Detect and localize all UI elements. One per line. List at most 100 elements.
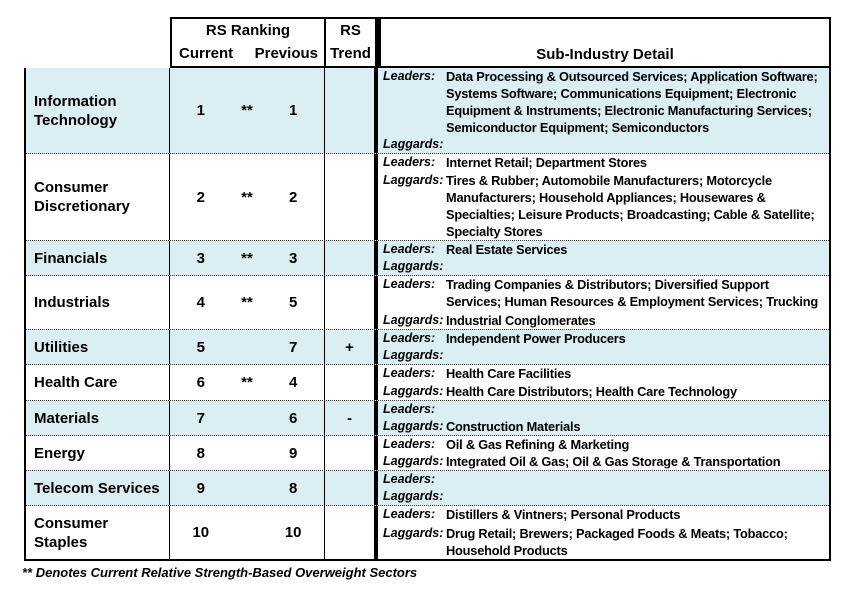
- rs-ranking-title: RS Ranking: [205, 22, 291, 39]
- current-rank: 5: [196, 338, 205, 356]
- table-row: Utilities 5 7 + Leaders: Independent Pow…: [26, 330, 829, 365]
- sector-name: Telecom Services: [26, 471, 170, 505]
- previous-rank: 4: [289, 374, 298, 391]
- leaders-block: Leaders:: [378, 401, 827, 418]
- laggards-label: Laggards:: [383, 489, 444, 503]
- rank-cell: 2 ** 2: [170, 154, 325, 240]
- footnote: ** Denotes Current Relative Strength-Bas…: [22, 565, 418, 580]
- rank-cell: 3 ** 3: [170, 241, 325, 275]
- sub-industry-cell: Leaders: Laggards: Construction Material…: [375, 401, 829, 435]
- header-empty-cell: [24, 17, 170, 68]
- laggards-block: Laggards:: [378, 347, 827, 364]
- sub-industry-cell: Leaders: Laggards:: [375, 471, 829, 505]
- table-row: Telecom Services 9 8 Leaders: Laggards:: [26, 471, 829, 506]
- rank-cell: 7 6: [170, 401, 325, 435]
- overweight-marker: **: [241, 249, 253, 267]
- table-row: Consumer Staples 10 10 Leaders: Distille…: [26, 506, 829, 559]
- laggards-list: Construction Materials: [446, 419, 581, 434]
- sector-name: Consumer Staples: [26, 506, 170, 559]
- laggards-label: Laggards:: [383, 384, 444, 398]
- previous-rank: 8: [289, 479, 298, 497]
- leaders-block: Leaders: Health Care Facilities: [378, 365, 827, 382]
- table-row: Information Technology 1 ** 1 Leaders: D…: [26, 68, 829, 154]
- rank-cell: 5 7: [170, 330, 325, 364]
- laggards-block: Laggards: Drug Retail; Brewers; Packaged…: [378, 525, 827, 559]
- current-rank: 2: [196, 188, 205, 206]
- leaders-block: Leaders: Independent Power Producers: [378, 330, 827, 347]
- leaders-label: Leaders:: [383, 366, 436, 380]
- leaders-block: Leaders:: [378, 471, 827, 488]
- leaders-list: Health Care Facilities: [446, 366, 572, 381]
- laggards-label: Laggards:: [383, 348, 444, 362]
- sub-industry-cell: Leaders: Data Processing & Outsourced Se…: [375, 68, 829, 153]
- sector-name: Energy: [26, 436, 170, 470]
- previous-rank: 5: [289, 294, 298, 311]
- table-row: Energy 8 9 Leaders: Oil & Gas Refining &…: [26, 436, 829, 471]
- rs-trend-line2: Trend: [330, 45, 371, 62]
- laggards-block: Laggards:: [378, 136, 827, 153]
- leaders-block: Leaders: Real Estate Services: [378, 241, 827, 258]
- leaders-list: Data Processing & Outsourced Services; A…: [446, 69, 818, 135]
- rank-cell: 6 ** 4: [170, 365, 325, 400]
- overweight-marker: **: [241, 102, 253, 119]
- leaders-label: Leaders:: [383, 69, 436, 83]
- leaders-list: Independent Power Producers: [446, 331, 626, 346]
- laggards-block: Laggards: Industrial Conglomerates: [378, 312, 827, 329]
- current-rank: 9: [196, 479, 205, 497]
- table-row: Industrials 4 ** 5 Leaders: Trading Comp…: [26, 276, 829, 330]
- trend-value: [325, 365, 375, 400]
- table-row: Financials 3 ** 3 Leaders: Real Estate S…: [26, 241, 829, 276]
- previous-rank: 3: [289, 249, 298, 267]
- previous-rank: 1: [289, 102, 298, 119]
- laggards-block: Laggards:: [378, 258, 827, 275]
- rank-cell: 9 8: [170, 471, 325, 505]
- leaders-block: Leaders: Trading Companies & Distributor…: [378, 276, 827, 310]
- current-rank: 6: [196, 374, 205, 391]
- sector-name: Industrials: [26, 276, 170, 329]
- trend-value: [325, 154, 375, 240]
- trend-value: [325, 68, 375, 153]
- rs-trend-line1: RS: [340, 22, 361, 39]
- header-rs-ranking: RS Ranking Current Previous: [170, 17, 326, 68]
- laggards-list: [446, 258, 827, 275]
- overweight-marker: **: [241, 374, 253, 391]
- sub-industry-detail-title: Sub-Industry Detail: [536, 46, 674, 63]
- leaders-block: Leaders: Distillers & Vintners; Personal…: [378, 506, 827, 523]
- table-header: RS Ranking Current Previous RS Trend Sub…: [24, 17, 831, 68]
- leaders-label: Leaders:: [383, 331, 436, 345]
- trend-value: [325, 436, 375, 470]
- leaders-list: Distillers & Vintners; Personal Products: [446, 507, 681, 522]
- leaders-label: Leaders:: [383, 277, 436, 291]
- leaders-block: Leaders: Oil & Gas Refining & Marketing: [378, 436, 827, 453]
- rank-cell: 10 10: [170, 506, 325, 559]
- previous-rank: 2: [289, 188, 298, 206]
- leaders-block: Leaders: Internet Retail; Department Sto…: [378, 154, 827, 171]
- previous-rank: 9: [289, 444, 298, 462]
- leaders-label: Leaders:: [383, 402, 436, 416]
- leaders-label: Leaders:: [383, 507, 436, 521]
- leaders-label: Leaders:: [383, 472, 436, 486]
- trend-value: [325, 276, 375, 329]
- laggards-label: Laggards:: [383, 313, 444, 327]
- leaders-list: [446, 401, 827, 418]
- column-header-current: Current: [179, 45, 234, 62]
- current-rank: 8: [196, 444, 205, 462]
- sub-industry-cell: Leaders: Real Estate Services Laggards:: [375, 241, 829, 275]
- current-rank: 7: [196, 409, 205, 427]
- trend-value: [325, 241, 375, 275]
- trend-value: -: [325, 401, 375, 435]
- sub-industry-cell: Leaders: Health Care Facilities Laggards…: [375, 365, 829, 400]
- laggards-block: Laggards: Integrated Oil & Gas; Oil & Ga…: [378, 453, 827, 470]
- laggards-list: Integrated Oil & Gas; Oil & Gas Storage …: [446, 454, 781, 469]
- sub-industry-cell: Leaders: Oil & Gas Refining & Marketing …: [375, 436, 829, 470]
- current-rank: 1: [196, 102, 205, 119]
- laggards-list: Industrial Conglomerates: [446, 313, 596, 328]
- trend-value: [325, 506, 375, 559]
- sector-name: Health Care: [26, 365, 170, 400]
- leaders-list: Internet Retail; Department Stores: [446, 155, 647, 170]
- overweight-marker: **: [241, 294, 253, 311]
- laggards-label: Laggards:: [383, 419, 444, 433]
- sub-industry-cell: Leaders: Trading Companies & Distributor…: [375, 276, 829, 329]
- laggards-label: Laggards:: [383, 454, 444, 468]
- laggards-label: Laggards:: [383, 259, 444, 273]
